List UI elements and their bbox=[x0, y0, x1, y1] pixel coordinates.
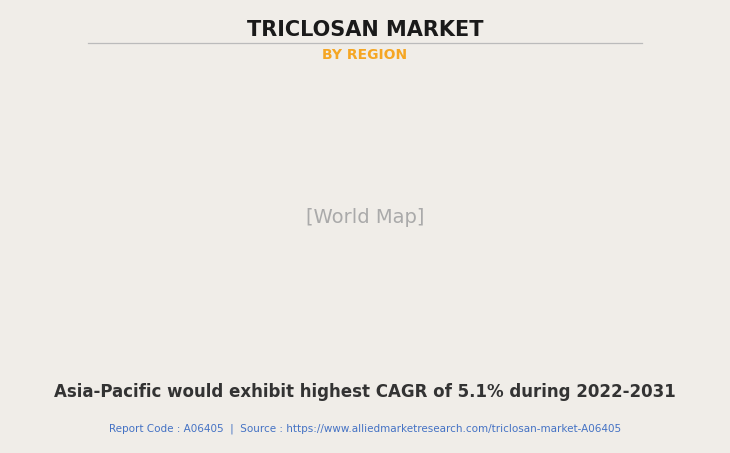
Text: Asia-Pacific would exhibit highest CAGR of 5.1% during 2022-2031: Asia-Pacific would exhibit highest CAGR … bbox=[54, 383, 676, 401]
Text: Report Code : A06405  |  Source : https://www.alliedmarketresearch.com/triclosan: Report Code : A06405 | Source : https://… bbox=[109, 424, 621, 434]
Text: [World Map]: [World Map] bbox=[306, 208, 424, 227]
Text: TRICLOSAN MARKET: TRICLOSAN MARKET bbox=[247, 20, 483, 40]
Text: BY REGION: BY REGION bbox=[323, 48, 407, 63]
